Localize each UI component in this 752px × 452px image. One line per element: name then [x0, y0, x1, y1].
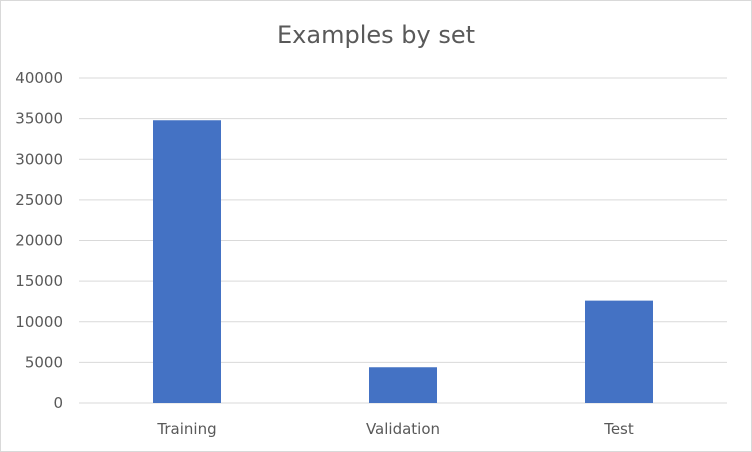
x-category-label: Validation [366, 420, 440, 438]
y-tick-label: 0 [53, 394, 63, 412]
bar-validation [369, 367, 437, 403]
bar-training [153, 120, 221, 403]
bar-test [585, 300, 653, 403]
x-category-label: Test [603, 420, 634, 438]
y-tick-label: 30000 [15, 150, 63, 168]
y-tick-label: 20000 [15, 232, 63, 250]
y-tick-label: 40000 [15, 69, 63, 87]
y-tick-label: 10000 [15, 313, 63, 331]
y-tick-label: 5000 [25, 353, 63, 371]
x-category-label: Training [156, 420, 216, 438]
chart-title: Examples by set [277, 21, 475, 49]
y-tick-label: 15000 [15, 272, 63, 290]
y-tick-label: 25000 [15, 191, 63, 209]
y-tick-label: 35000 [15, 110, 63, 128]
